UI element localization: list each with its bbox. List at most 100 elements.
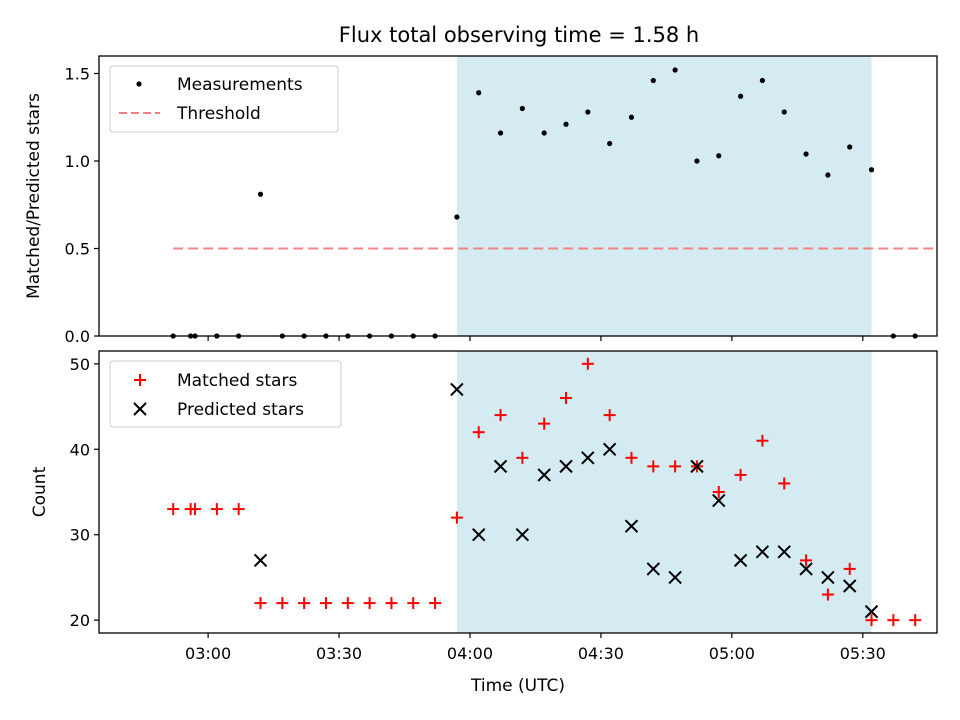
y-tick-label: 30 bbox=[70, 526, 90, 545]
legend-label-predicted-stars: Predicted stars bbox=[177, 400, 304, 420]
legend-label-measurements: Measurements bbox=[177, 75, 303, 95]
bottom-y-axis: 20 30 40 50 bbox=[70, 355, 99, 630]
bottom-y-axis-label: Count bbox=[30, 466, 50, 517]
matched-star-point bbox=[472, 426, 485, 439]
matched-star-point bbox=[450, 511, 463, 524]
matched-star-point bbox=[189, 503, 202, 516]
measurement-point bbox=[737, 93, 744, 99]
predicted-star-point bbox=[515, 528, 530, 542]
predicted-star-point bbox=[537, 468, 551, 482]
measurement-point bbox=[672, 67, 678, 73]
measurement-point bbox=[716, 153, 722, 159]
measurement-point bbox=[497, 130, 504, 136]
y-tick-label: 1.5 bbox=[65, 65, 90, 84]
top-x-axis bbox=[207, 336, 864, 341]
measurement-point bbox=[694, 158, 700, 164]
y-tick-label: 50 bbox=[70, 355, 90, 374]
matched-star-point bbox=[778, 477, 791, 490]
measurement-point bbox=[628, 114, 635, 120]
predicted-star-point bbox=[646, 562, 661, 576]
matched-star-point bbox=[560, 392, 573, 404]
matched-star-point bbox=[734, 468, 747, 481]
matched-star-point bbox=[756, 434, 769, 447]
predicted-star-point bbox=[777, 545, 791, 559]
matched-star-point bbox=[276, 597, 289, 610]
predicted-star-point bbox=[733, 553, 748, 568]
matched-star-point bbox=[363, 597, 376, 610]
predicted-star-point bbox=[559, 459, 573, 474]
top-y-axis-label: Matched/Predicted stars bbox=[24, 93, 44, 299]
x-tick-label: 03:30 bbox=[316, 644, 362, 663]
y-tick-label: 0.5 bbox=[65, 240, 90, 259]
top-axes-frame bbox=[98, 55, 938, 337]
matched-star-point bbox=[385, 597, 398, 610]
predicted-star-point bbox=[493, 459, 508, 474]
chart-title: Flux total observing time = 1.58 h bbox=[339, 23, 699, 47]
predicted-star-point bbox=[450, 382, 464, 397]
matched-star-point bbox=[581, 357, 594, 370]
predicted-star-point bbox=[821, 570, 835, 585]
matched-star-point bbox=[909, 614, 922, 627]
matched-star-point bbox=[494, 409, 507, 422]
measurement-point bbox=[585, 109, 591, 115]
measurement-point bbox=[847, 144, 853, 150]
matched-star-point bbox=[232, 503, 245, 516]
predicted-star-point bbox=[712, 493, 726, 508]
measurement-point bbox=[257, 191, 264, 197]
measurement-point bbox=[759, 77, 766, 84]
top-legend: Measurements Threshold bbox=[109, 65, 339, 133]
y-tick-label: 40 bbox=[70, 440, 90, 459]
predicted-star-point bbox=[472, 528, 486, 542]
matched-star-point bbox=[516, 451, 529, 464]
x-tick-label: 04:00 bbox=[447, 644, 493, 663]
bottom-plot-area bbox=[167, 357, 922, 627]
measurement-point bbox=[868, 167, 875, 173]
predicted-star-point bbox=[799, 562, 813, 576]
top-observing-interval bbox=[456, 56, 872, 336]
y-tick-label: 1.0 bbox=[65, 152, 90, 171]
bottom-x-axis: 03:00 03:30 04:00 04:30 05:00 05:30 bbox=[185, 633, 886, 663]
matched-star-point bbox=[843, 562, 856, 575]
matched-star-point bbox=[625, 451, 638, 464]
matched-star-point bbox=[887, 614, 900, 627]
bottom-axes-frame bbox=[98, 350, 938, 634]
top-y-axis: 0.0 0.5 1.0 1.5 bbox=[65, 65, 99, 346]
top-panel: 0.0 0.5 1.0 1.5 Matched/Predicted stars Mea… bbox=[24, 55, 938, 346]
y-tick-label: 20 bbox=[70, 611, 90, 630]
predicted-star-point bbox=[690, 459, 704, 474]
matched-star-point bbox=[865, 614, 878, 627]
matched-star-point bbox=[407, 597, 420, 610]
legend-marker-matched-stars bbox=[134, 374, 146, 386]
predicted-star-point bbox=[668, 570, 682, 585]
measurement-point bbox=[803, 151, 809, 157]
measurement-point bbox=[519, 105, 525, 112]
matched-star-point bbox=[669, 460, 682, 473]
matched-star-point bbox=[298, 597, 311, 610]
measurement-point bbox=[650, 77, 656, 84]
measurement-point bbox=[563, 121, 569, 127]
measurement-point bbox=[825, 172, 831, 178]
legend-label-threshold: Threshold bbox=[176, 104, 261, 124]
matched-star-point bbox=[800, 554, 813, 567]
matched-star-point bbox=[254, 597, 267, 610]
predicted-star-point bbox=[253, 553, 268, 568]
predicted-star-point bbox=[755, 545, 770, 559]
matched-star-point bbox=[341, 597, 354, 610]
y-tick-label: 0.0 bbox=[65, 327, 90, 346]
matched-star-point bbox=[538, 417, 551, 430]
predicted-star-point bbox=[624, 519, 639, 533]
matched-star-point bbox=[429, 597, 442, 610]
predicted-star-point bbox=[843, 579, 857, 593]
measurement-point bbox=[607, 140, 613, 147]
predicted-star-point bbox=[581, 451, 595, 465]
legend-marker-predicted-stars bbox=[133, 402, 147, 416]
x-tick-label: 05:00 bbox=[709, 644, 755, 663]
matched-star-point bbox=[712, 486, 725, 498]
bottom-legend: Matched stars Predicted stars bbox=[109, 360, 342, 428]
x-tick-label: 03:00 bbox=[185, 644, 231, 663]
matched-star-point bbox=[821, 588, 834, 601]
bottom-observing-interval bbox=[456, 351, 872, 633]
matched-star-point bbox=[167, 503, 180, 516]
